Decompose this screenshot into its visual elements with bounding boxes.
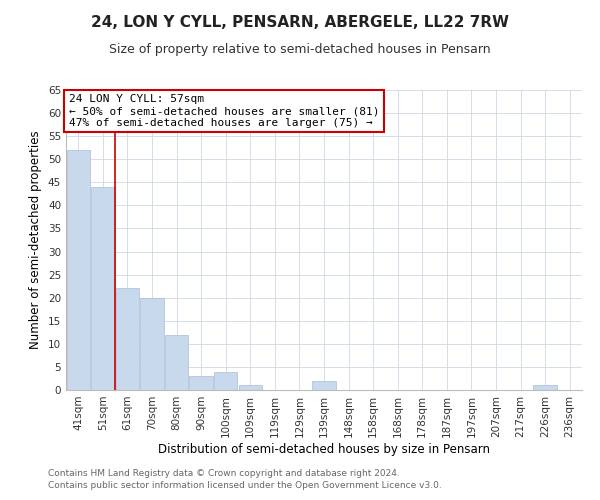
Text: Contains HM Land Registry data © Crown copyright and database right 2024.: Contains HM Land Registry data © Crown c… — [48, 468, 400, 477]
Bar — [140, 298, 164, 390]
Bar — [116, 288, 139, 390]
Bar — [67, 150, 90, 390]
Text: Size of property relative to semi-detached houses in Pensarn: Size of property relative to semi-detach… — [109, 42, 491, 56]
Text: 24 LON Y CYLL: 57sqm
← 50% of semi-detached houses are smaller (81)
47% of semi-: 24 LON Y CYLL: 57sqm ← 50% of semi-detac… — [68, 94, 379, 128]
Bar — [165, 334, 188, 390]
Bar — [91, 187, 115, 390]
X-axis label: Distribution of semi-detached houses by size in Pensarn: Distribution of semi-detached houses by … — [158, 442, 490, 456]
Text: Contains public sector information licensed under the Open Government Licence v3: Contains public sector information licen… — [48, 481, 442, 490]
Bar — [533, 386, 557, 390]
Bar — [190, 376, 213, 390]
Bar — [214, 372, 238, 390]
Bar — [239, 386, 262, 390]
Bar — [313, 381, 335, 390]
Y-axis label: Number of semi-detached properties: Number of semi-detached properties — [29, 130, 43, 350]
Text: 24, LON Y CYLL, PENSARN, ABERGELE, LL22 7RW: 24, LON Y CYLL, PENSARN, ABERGELE, LL22 … — [91, 15, 509, 30]
